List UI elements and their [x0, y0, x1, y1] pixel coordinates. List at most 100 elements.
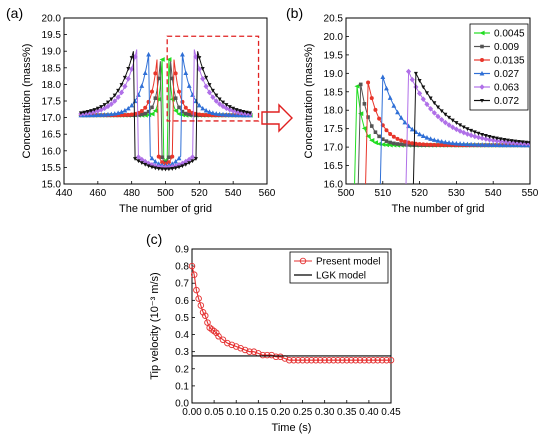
point-s027 [152, 158, 158, 164]
point-s027 [224, 112, 229, 117]
point-s027 [501, 142, 507, 148]
point-s0135 [391, 134, 396, 139]
point-s072 [112, 93, 117, 98]
point-s072 [241, 110, 246, 114]
point-s027 [454, 140, 459, 146]
point-s072 [231, 106, 236, 111]
point-s063 [129, 66, 135, 72]
point-s063 [490, 137, 496, 144]
point-s009 [143, 111, 147, 116]
point-s072 [197, 56, 202, 60]
point-present [286, 356, 293, 364]
point-s0045 [152, 108, 158, 114]
y-tick-label: 17.5 [42, 97, 62, 108]
point-s072 [170, 167, 175, 171]
point-s027 [409, 126, 415, 132]
x-tick-label: 0.35 [337, 407, 357, 418]
point-s072 [234, 108, 239, 112]
point-s027 [119, 109, 124, 114]
point-s072 [217, 97, 222, 102]
point-s072 [520, 140, 525, 145]
x-tick-label: 0.05 [204, 407, 224, 418]
point-s072 [465, 127, 470, 132]
point-s063 [115, 94, 121, 101]
point-s072 [180, 164, 185, 169]
y-tick-label: 0.0 [175, 399, 189, 410]
point-s009 [362, 102, 367, 106]
point-s027 [494, 142, 500, 148]
point-s072 [204, 75, 209, 80]
point-s0045 [376, 141, 382, 147]
point-s027 [186, 83, 192, 88]
point-s027 [431, 137, 437, 142]
point-s072 [146, 164, 151, 169]
point-s072 [136, 159, 141, 164]
y-tick-label: 19.5 [324, 50, 344, 61]
point-s072 [214, 93, 219, 98]
point-s027 [395, 109, 400, 115]
point-s072 [505, 138, 510, 143]
point-present [308, 356, 315, 364]
point-s009 [395, 142, 400, 146]
point-s027 [183, 70, 189, 76]
point-s027 [98, 112, 104, 117]
point-s009 [150, 105, 154, 110]
point-present [272, 353, 280, 361]
y-tick-label: 18.5 [324, 87, 344, 98]
point-s072 [173, 166, 178, 171]
point-s072 [139, 161, 144, 166]
point-s0045 [149, 111, 155, 117]
point-s0135 [156, 154, 161, 159]
point-s027 [465, 141, 470, 147]
legend-label-s0045: 0.0045 [494, 29, 525, 40]
point-present [259, 351, 267, 359]
point-s0045 [156, 96, 162, 102]
series-line-s027 [80, 54, 251, 167]
point-s027 [142, 70, 148, 76]
legend-marker-s0135 [480, 58, 484, 62]
point-s072 [105, 100, 110, 105]
point-s063 [428, 106, 434, 112]
point-s072 [183, 162, 188, 167]
point-s072 [528, 141, 530, 145]
point-present [197, 302, 205, 309]
point-s072 [476, 131, 481, 136]
point-s027 [479, 142, 485, 147]
y-tick-label: 0.4 [175, 330, 189, 341]
point-s063 [135, 154, 142, 160]
legend-marker-s0045 [479, 30, 485, 36]
point-present [334, 356, 342, 364]
point-s072 [483, 134, 488, 138]
point-s027 [136, 92, 141, 97]
point-present [339, 356, 346, 364]
point-present [246, 348, 253, 355]
point-s072 [450, 118, 455, 123]
y-tick-label: 20.0 [42, 14, 62, 25]
x-tick-label: 540 [485, 188, 502, 199]
point-s027 [498, 142, 503, 148]
plot-frame [63, 17, 268, 185]
point-s0045 [365, 133, 371, 139]
point-present [361, 356, 368, 364]
point-s027 [149, 155, 155, 161]
legend-label-s009: 0.009 [494, 42, 519, 53]
point-s009 [384, 139, 389, 143]
point-present [232, 343, 240, 350]
point-s027 [490, 142, 496, 147]
point-s027 [435, 138, 441, 143]
point-s072 [513, 139, 518, 144]
point-s0045 [361, 125, 367, 131]
point-s027 [210, 110, 216, 115]
point-present [303, 356, 311, 364]
point-present [268, 351, 275, 359]
y-tick-label: 0.8 [175, 262, 189, 273]
point-s027 [173, 158, 179, 164]
x-tick-label: 530 [448, 188, 465, 199]
point-s009 [146, 109, 151, 114]
point-s027 [468, 141, 474, 147]
point-s0135 [180, 99, 185, 104]
y-tick-label: 0.7 [175, 279, 189, 290]
point-s027 [146, 51, 151, 57]
x-tick-label: 480 [123, 188, 140, 199]
panel-label-b: (b) [286, 5, 303, 21]
